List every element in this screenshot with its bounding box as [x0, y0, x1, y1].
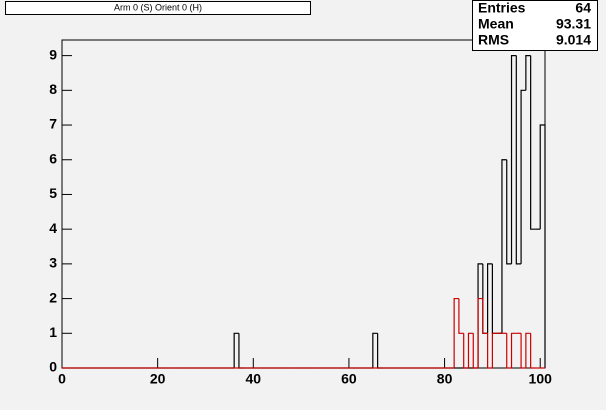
frame — [61, 39, 546, 369]
histogram-bin — [510, 55, 517, 264]
y-tick-label: 0 — [49, 359, 57, 375]
title-box — [5, 1, 311, 15]
histogram-bin — [372, 332, 378, 368]
histogram-bin — [520, 89, 526, 264]
histogram-bin — [510, 332, 517, 368]
histogram-bin — [463, 333, 469, 369]
y-tick-label: 4 — [49, 220, 57, 236]
stats-label: RMS — [478, 32, 509, 48]
histogram-bin — [539, 124, 546, 368]
histogram-bin — [487, 263, 493, 334]
histogram-bin — [530, 55, 536, 230]
y-tick-label: 5 — [49, 185, 57, 201]
stats-value: 9.014 — [556, 32, 591, 48]
x-tick-label: 20 — [150, 371, 166, 387]
histogram-bin — [453, 297, 459, 368]
histogram-bin — [467, 332, 474, 368]
chart-title: Arm 0 (S) Orient 0 (H) — [114, 2, 202, 12]
y-tick-label: 2 — [49, 289, 57, 305]
stats-label: Entries — [478, 0, 526, 16]
y-tick-label: 1 — [49, 324, 57, 340]
x-tick-label: 60 — [341, 371, 357, 387]
histogram-bin — [477, 297, 483, 368]
histogram-bin — [472, 333, 479, 369]
histogram-bin — [491, 332, 498, 368]
x-tick-label: 0 — [58, 371, 66, 387]
histogram-bin — [525, 55, 531, 91]
histogram-bin — [458, 298, 464, 334]
stats-box — [472, 0, 598, 51]
histogram-bin — [506, 333, 512, 369]
histogram-bin — [482, 298, 488, 334]
stats-value: 93.31 — [556, 16, 591, 32]
histogram-bin — [501, 159, 507, 334]
y-tick-label: 3 — [49, 255, 57, 271]
x-tick-label: 40 — [245, 371, 261, 387]
stats-value: 64 — [575, 0, 591, 16]
y-tick-label: 9 — [49, 46, 57, 62]
x-tick-label: 80 — [437, 371, 453, 387]
stats-label: Mean — [478, 16, 514, 32]
histogram-bin — [525, 332, 531, 368]
histogram-bin — [506, 159, 512, 265]
histogram-bin — [530, 333, 536, 369]
y-tick-label: 6 — [49, 150, 57, 166]
histogram-bin — [515, 55, 522, 265]
histogram-bin — [520, 333, 526, 369]
histogram-bin — [487, 333, 493, 369]
x-tick-label: 100 — [529, 371, 553, 387]
y-tick-label: 7 — [49, 116, 57, 132]
histogram-bin — [233, 332, 239, 368]
y-tick-label: 8 — [49, 81, 57, 97]
